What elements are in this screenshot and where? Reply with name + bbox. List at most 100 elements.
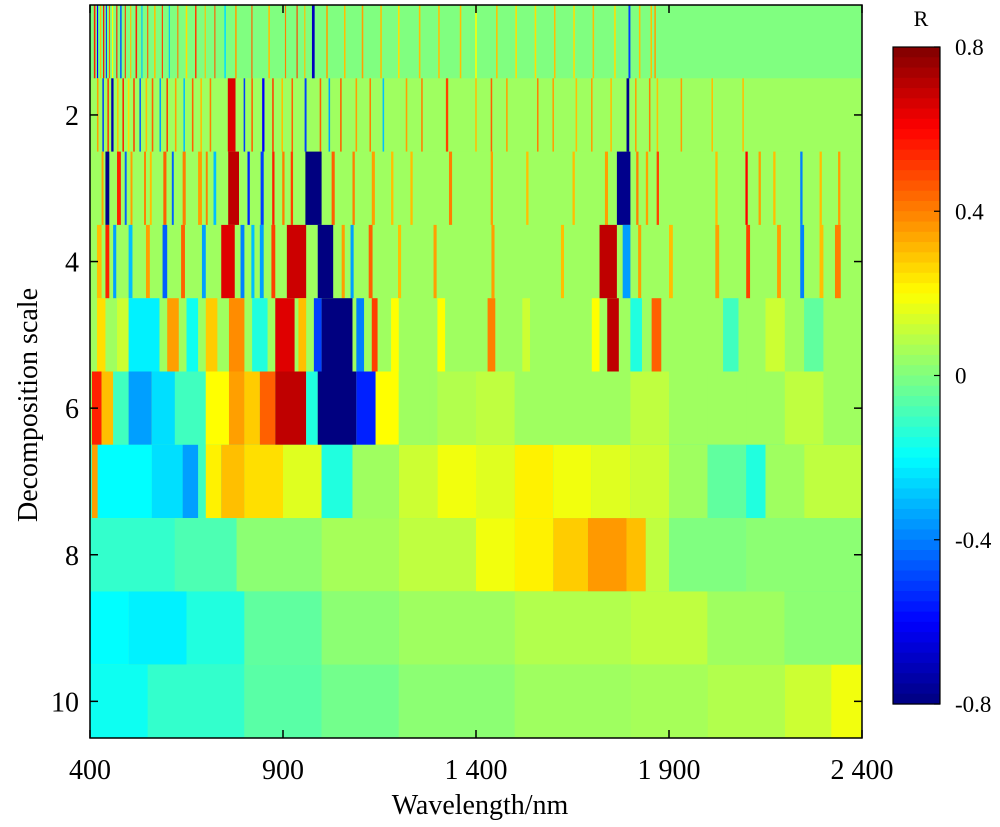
colorbar-band-62: [893, 683, 940, 695]
heatmap-cell-row8-3: [321, 518, 399, 592]
heatmap-cell-row10-8: [784, 664, 832, 738]
heatmap-cell-row3-29: [604, 151, 609, 226]
heatmap-cell-row1-1: [96, 5, 99, 79]
colorbar-band-53: [893, 591, 940, 602]
heatmap-cell-row10-2: [244, 664, 322, 738]
heatmap-cell-row3-25: [448, 151, 453, 226]
colorbar-band-61: [893, 673, 940, 685]
heatmap-cell-row5-11: [321, 298, 353, 372]
heatmap-cell-row3-26: [490, 151, 493, 226]
heatmap-cell-row4-0: [96, 224, 102, 299]
heatmap-cell-row1-37: [459, 5, 462, 79]
heatmap-cell-row6-8: [244, 371, 260, 446]
colorbar-tick-label-0: 0.8: [955, 35, 984, 60]
heatmap-cell-row3-33: [656, 151, 659, 226]
heatmap-cell-row6-18: [553, 371, 592, 446]
heatmap-cell-row6-3: [128, 371, 152, 446]
heatmap-cell-row1-47: [638, 5, 641, 79]
heatmap-cell-row2-22: [272, 78, 274, 153]
heatmap-cell-row8-6: [514, 518, 554, 592]
heatmap-cell-row6-20: [707, 371, 747, 446]
heatmap-cell-row7-9: [352, 444, 399, 519]
heatmap-cell-row4-6: [181, 224, 185, 299]
heatmap-cell-row1-24: [251, 5, 253, 79]
heatmap-cell-row7-0: [91, 444, 98, 519]
heatmap-cell-row1-33: [380, 5, 382, 79]
heatmap-cell-row6-2: [113, 371, 129, 446]
heatmap-cell-row3-36: [758, 151, 761, 226]
colorbar-band-49: [893, 550, 940, 561]
colorbar-band-32: [893, 375, 940, 387]
heatmap-cell-row6-5: [174, 371, 206, 446]
heatmap-cell-row3-28: [572, 151, 575, 226]
heatmap-cell-row7-4: [205, 444, 222, 519]
heatmap-cell-row4-4: [145, 224, 150, 299]
heatmap-cell-row2-45: [648, 78, 651, 153]
heatmap-cell-row9-6: [514, 591, 631, 666]
heatmap-cell-row8-9: [626, 518, 646, 592]
heatmap-cell-row7-21: [804, 444, 862, 519]
heatmap-cell-row2-47: [680, 78, 683, 153]
colorbar-band-22: [893, 272, 940, 284]
heatmap-cell-row3-15: [260, 151, 264, 226]
colorbar-band-17: [893, 221, 940, 233]
heatmap-cell-row4-12: [271, 224, 276, 299]
heatmap-cell-row1-3: [103, 5, 105, 79]
colorbar-band-1: [893, 57, 940, 69]
colorbar-band-51: [893, 570, 940, 582]
heatmap-cell-row4-8: [221, 224, 235, 299]
heatmap-cell-row3-39: [819, 151, 822, 226]
heatmap-cell-row5-6: [228, 298, 245, 372]
heatmap-cell-row4-7: [201, 224, 206, 299]
colorbar-band-42: [893, 478, 940, 490]
colorbar-band-33: [893, 385, 940, 397]
colorbar-band-55: [893, 611, 940, 623]
heatmap-cell-row2-44: [635, 78, 637, 153]
heatmap-cell-row1-43: [573, 5, 575, 79]
heatmap-cell-row6-17: [476, 371, 515, 446]
heatmap-cell-row1-15: [161, 5, 163, 79]
heatmap-cell-row7-15: [591, 444, 631, 519]
heatmap-cell-row4-18: [398, 224, 402, 299]
heatmap-cell-row2-1: [102, 78, 104, 153]
heatmap-cell-row4-14: [317, 224, 334, 299]
heatmap-cell-row1-36: [438, 5, 440, 79]
heatmap-cell-row2-42: [610, 78, 612, 153]
heatmap-cell-row3-10: [198, 151, 202, 226]
colorbar-band-4: [893, 88, 940, 99]
heatmap-cell-row8-7: [553, 518, 588, 592]
colorbar-band-47: [893, 529, 940, 541]
heatmap-cell-row9-3: [244, 591, 322, 666]
heatmap-cell-row5-4: [186, 298, 199, 372]
colorbar-band-31: [893, 365, 940, 377]
colorbar-band-0: [893, 47, 940, 58]
heatmap-cell-row2-27: [328, 78, 331, 153]
heatmap-cell-row4-27: [746, 224, 751, 299]
colorbar-ticks: 0.8 0.4 0 -0.4 -0.8: [934, 35, 992, 717]
heatmap-cell-row1-25: [268, 5, 270, 79]
heatmap-cell-row9-4: [321, 591, 399, 666]
colorbar-band-25: [893, 303, 940, 315]
heatmap-cell-row8-12: [746, 518, 862, 592]
heatmap-cell-row5-9: [298, 298, 307, 372]
heatmap-cell-row8-10: [645, 518, 669, 592]
heatmap-cell-row2-2: [107, 78, 109, 153]
heatmap-cell-row1-17: [177, 5, 179, 79]
heatmap-cell-row4-23: [622, 224, 631, 299]
heatmap-cell-row7-17: [669, 444, 708, 519]
heatmap-cell-row1-4: [105, 5, 107, 79]
heatmap-cell-row3-30: [616, 151, 631, 226]
heatmap-cell-row2-46: [656, 78, 659, 153]
heatmap-cell-row4-5: [162, 224, 168, 299]
x-tick-label-4: 2 400: [831, 755, 894, 786]
heatmap-cell-row4-31: [834, 224, 841, 299]
heatmap-cell-row6-6: [205, 371, 229, 446]
heatmap-cell-row1-27: [296, 5, 298, 79]
colorbar-tick-label-4: -0.8: [955, 692, 991, 717]
colorbar-label: R: [914, 6, 929, 31]
colorbar-tick-label-3: -0.4: [955, 528, 992, 553]
heatmap-row-4-background: [90, 224, 862, 299]
heatmap-cell-row5-5: [205, 298, 218, 372]
colorbar-band-29: [893, 344, 940, 356]
